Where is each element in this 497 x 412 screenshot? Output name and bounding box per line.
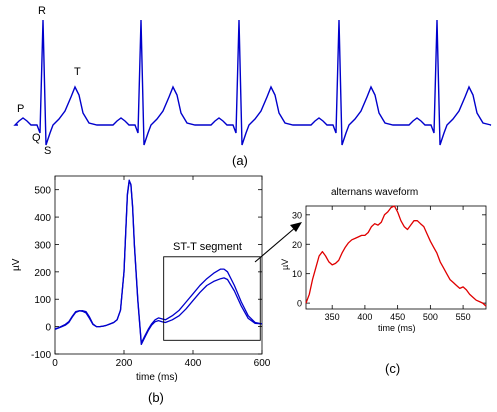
panel-c-title: alternans waveform <box>331 187 418 198</box>
panel-c-series <box>305 205 487 307</box>
x-tick-label: 550 <box>456 312 471 322</box>
x-tick-label: 450 <box>390 312 405 322</box>
panel-c-label: (c) <box>385 361 400 376</box>
ecg-strip-line <box>13 19 492 146</box>
series-line-1 <box>305 205 487 307</box>
wave-label-r: R <box>38 5 46 17</box>
y-tick-label: 20 <box>292 240 302 250</box>
y-tick-label: -100 <box>31 350 51 361</box>
y-tick-label: 500 <box>34 186 51 197</box>
y-tick-label: 0 <box>45 323 51 334</box>
st-t-segment-label: ST-T segment <box>173 241 242 253</box>
y-tick-label: 100 <box>34 295 51 306</box>
panel-b-xlabel: time (ms) <box>136 372 178 383</box>
wave-label-q: Q <box>32 132 41 144</box>
panel-c-xlabel: time (ms) <box>378 323 416 333</box>
panel-c: alternans waveform 350 400 450 500 550010203… <box>280 187 487 376</box>
y-tick-label: 400 <box>34 213 51 224</box>
y-tick-label: 200 <box>34 268 51 279</box>
panel-c-ylabel: µV <box>280 259 290 270</box>
panel-a: R T P Q S (a) <box>13 5 492 168</box>
y-tick-label: 10 <box>292 269 302 279</box>
zoom-arrow <box>254 222 302 263</box>
y-tick-label: 300 <box>34 240 51 251</box>
y-tick-label: 30 <box>292 210 302 220</box>
series-line-1 <box>54 180 263 344</box>
wave-label-s: S <box>44 145 51 157</box>
panel-c-axes-box <box>305 205 487 310</box>
st-t-segment-box <box>163 256 261 341</box>
x-tick-label: 0 <box>52 358 58 369</box>
series-line-2 <box>54 179 263 346</box>
x-tick-label: 350 <box>325 312 340 322</box>
panel-c-ticks: 350 400 450 500 550 0 10 20 30 <box>292 206 486 322</box>
wave-label-p: P <box>17 103 24 115</box>
panel-b-ylabel: µV <box>11 258 22 271</box>
y-tick-label: 0 <box>297 299 302 309</box>
panel-b-axes-box <box>54 175 263 355</box>
panel-a-label: (a) <box>232 153 248 168</box>
x-tick-label: 400 <box>185 358 202 369</box>
panel-b-series <box>54 179 263 346</box>
x-tick-label: 600 <box>254 358 271 369</box>
x-tick-label: 400 <box>357 312 372 322</box>
panel-b-label: (b) <box>148 390 164 405</box>
x-tick-label: 500 <box>423 312 438 322</box>
wave-label-t: T <box>74 66 81 78</box>
x-tick-label: 200 <box>116 358 133 369</box>
